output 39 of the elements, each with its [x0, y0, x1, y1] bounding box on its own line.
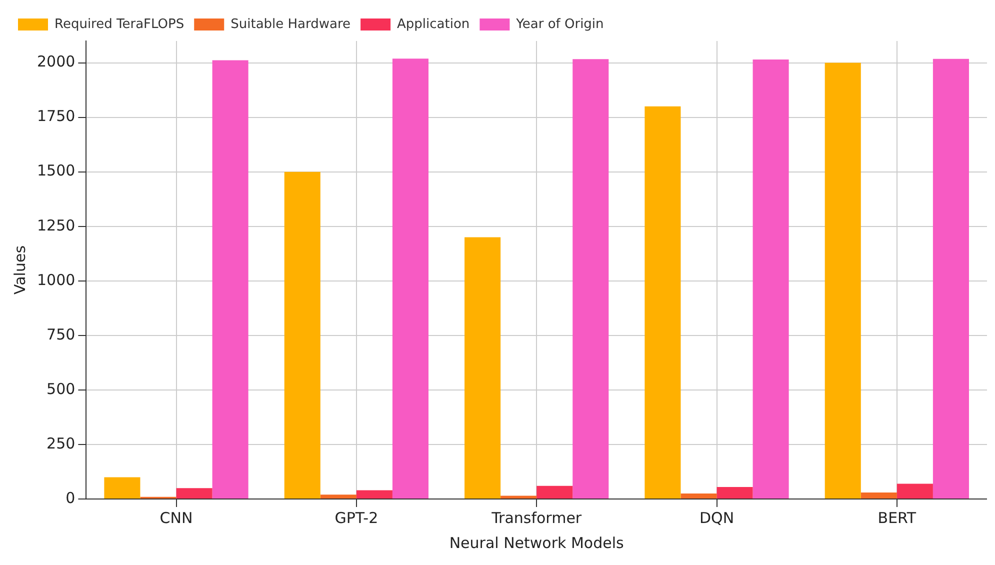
bar	[536, 486, 573, 498]
legend-label: Application	[397, 16, 470, 32]
y-tick-label: 2000	[36, 52, 76, 71]
bar	[680, 494, 717, 498]
bar	[824, 62, 861, 498]
bar	[464, 237, 501, 498]
x-tick-label: Transformer	[490, 508, 582, 527]
y-tick-label: 1500	[36, 162, 76, 180]
x-axis-title: Neural Network Models	[449, 534, 624, 552]
bar	[392, 58, 428, 498]
bar	[860, 492, 897, 498]
bar	[176, 488, 212, 498]
bar	[104, 477, 140, 498]
bar	[752, 60, 789, 498]
bar	[356, 490, 392, 498]
y-axis-title: Values	[10, 245, 29, 295]
y-tick-label: 0	[66, 488, 76, 507]
y-tick-label: 500	[46, 380, 76, 398]
legend-label: Suitable Hardware	[230, 16, 351, 32]
bar	[284, 172, 320, 498]
bar	[932, 58, 969, 498]
legend-label: Year of Origin	[515, 16, 604, 32]
x-tick-label: GPT-2	[334, 508, 378, 527]
bar	[716, 487, 753, 498]
bar	[644, 106, 681, 498]
legend-label: Required TeraFLOPS	[54, 16, 184, 32]
x-tick-label: DQN	[699, 508, 734, 527]
y-tick-label: 750	[46, 325, 76, 344]
y-tick-label: 1750	[36, 107, 76, 126]
bar	[572, 59, 609, 498]
x-tick-label: BERT	[878, 508, 917, 527]
x-tick-label: CNN	[160, 508, 193, 527]
bar	[896, 484, 933, 498]
bar	[500, 496, 537, 498]
y-tick-label: 250	[46, 434, 76, 452]
y-tick-label: 1000	[36, 270, 76, 289]
y-tick-label: 1250	[36, 216, 76, 234]
bar	[212, 60, 248, 498]
bar	[320, 494, 356, 498]
